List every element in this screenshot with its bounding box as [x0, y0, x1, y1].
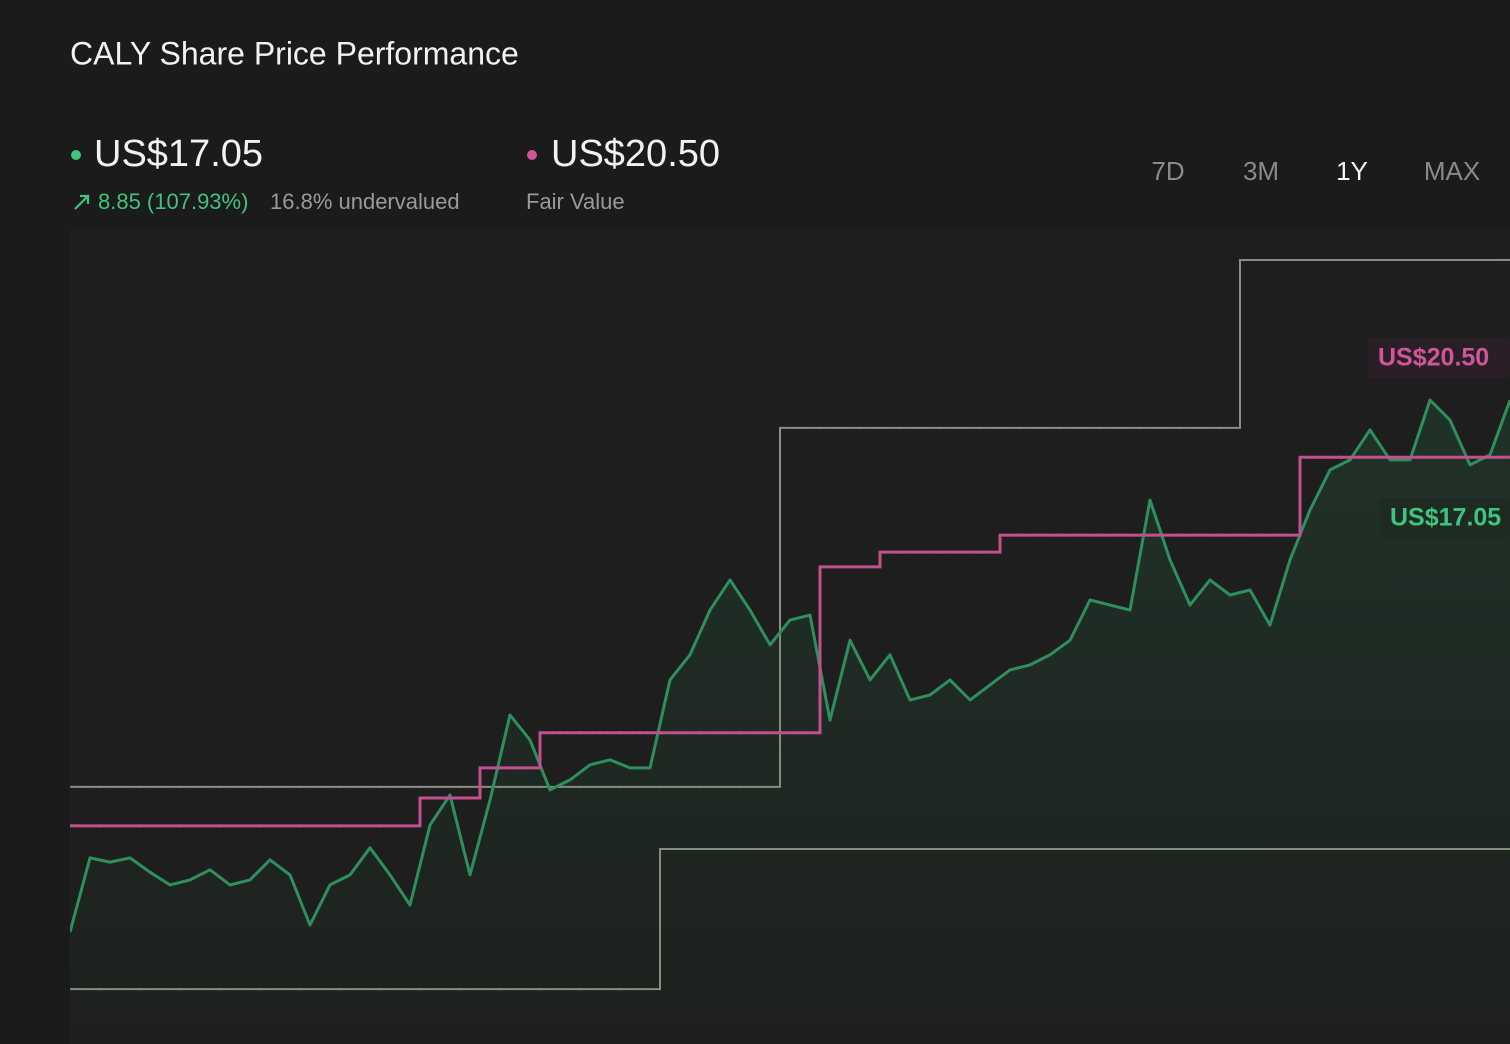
end-label-box [1380, 498, 1510, 538]
period-button[interactable]: 3M [1243, 156, 1279, 186]
price-area [70, 400, 1510, 1037]
period-button[interactable]: 1Y [1336, 156, 1368, 186]
up-arrow [74, 194, 90, 210]
end-label: US$17.05 [1390, 504, 1501, 532]
price: US$17.05 [94, 133, 263, 175]
period-selector: 7D 3M 1Y MAX [1151, 156, 1480, 186]
end-label-box [1368, 338, 1510, 378]
plot [70, 258, 1510, 1037]
fair-dot [527, 150, 537, 160]
fair-value: US$20.50 [551, 133, 720, 175]
price-change: 8.85 (107.93%) [98, 189, 248, 214]
end-label: US$20.50 [1378, 344, 1489, 372]
title: CALY Share Price Performance [70, 35, 519, 71]
period-button[interactable]: MAX [1424, 156, 1480, 186]
price-line [70, 398, 1510, 933]
end-labels: US$17.05 US$20.50 [1368, 338, 1510, 538]
period-button[interactable]: 7D [1151, 156, 1184, 186]
fair-value-label: Fair Value [526, 189, 625, 214]
price-dot [71, 150, 81, 160]
valuation: 16.8% undervalued [270, 189, 460, 214]
